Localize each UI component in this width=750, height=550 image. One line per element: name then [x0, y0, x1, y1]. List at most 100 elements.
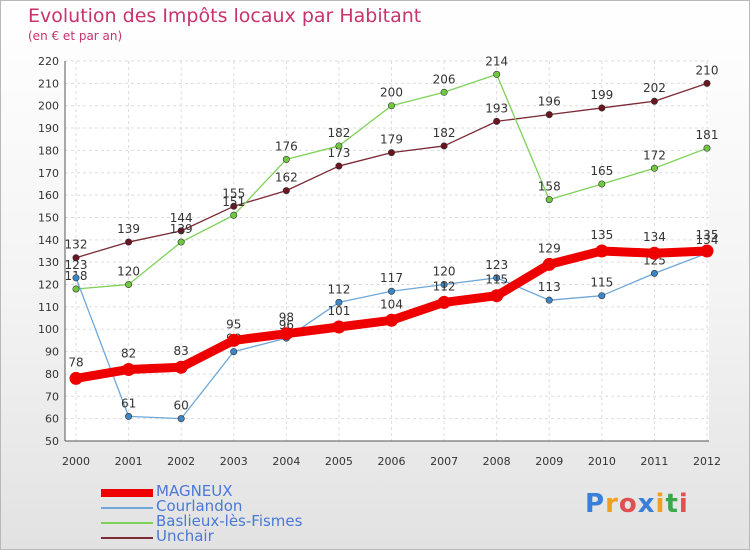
data-point — [700, 244, 714, 258]
data-point — [387, 102, 395, 110]
x-tick-label: 2003 — [220, 455, 248, 468]
y-tick-label: 120 — [38, 279, 59, 292]
data-label: 123 — [65, 258, 88, 272]
data-point — [282, 155, 290, 163]
data-point — [598, 180, 606, 188]
data-point — [598, 292, 606, 300]
y-tick-label: 130 — [38, 256, 59, 269]
data-point — [335, 298, 343, 306]
data-point — [440, 281, 448, 289]
data-label: 179 — [380, 133, 403, 147]
data-label: 182 — [433, 126, 456, 140]
data-label: 129 — [538, 241, 561, 255]
x-tick-label: 2009 — [535, 455, 563, 468]
data-label: 134 — [643, 230, 666, 244]
data-label: 155 — [222, 186, 245, 200]
data-point — [335, 162, 343, 170]
y-tick-label: 150 — [38, 211, 59, 224]
legend-label: Unchair — [156, 527, 214, 545]
data-label: 134 — [696, 233, 719, 247]
data-label: 214 — [485, 54, 508, 68]
logo-letter: x — [637, 489, 656, 519]
data-label: 151 — [222, 195, 245, 209]
data-label: 98 — [279, 311, 294, 325]
data-point — [598, 104, 606, 112]
logo-letter: t — [665, 489, 679, 519]
data-label: 61 — [121, 396, 136, 410]
data-label: 113 — [538, 280, 561, 294]
data-label: 199 — [590, 88, 613, 102]
x-tick-label: 2011 — [640, 455, 668, 468]
data-label: 112 — [433, 279, 456, 293]
data-label: 144 — [170, 211, 193, 225]
data-point — [650, 97, 658, 105]
y-tick-label: 90 — [45, 346, 59, 359]
y-tick-label: 60 — [45, 413, 59, 426]
data-label: 104 — [380, 297, 403, 311]
data-label: 135 — [696, 228, 719, 242]
x-tick-label: 2001 — [115, 455, 143, 468]
y-tick-label: 200 — [38, 100, 59, 113]
data-point — [72, 285, 80, 293]
data-point — [122, 362, 136, 376]
x-tick-label: 2002 — [167, 455, 195, 468]
x-tick-label: 2006 — [378, 455, 406, 468]
data-point — [545, 196, 553, 204]
data-point — [230, 348, 238, 356]
legend-label: Courlandon — [156, 497, 243, 515]
data-label: 172 — [643, 148, 666, 162]
data-label: 158 — [538, 180, 561, 194]
data-point — [177, 227, 185, 235]
data-label: 115 — [590, 276, 613, 290]
data-label: 60 — [174, 399, 189, 413]
data-label: 196 — [538, 95, 561, 109]
data-label: 176 — [275, 139, 298, 153]
data-label: 206 — [433, 72, 456, 86]
data-label: 173 — [327, 146, 350, 160]
x-tick-label: 2007 — [430, 455, 458, 468]
y-tick-label: 210 — [38, 77, 59, 90]
data-point — [440, 142, 448, 150]
data-point — [230, 202, 238, 210]
data-label: 117 — [380, 271, 403, 285]
data-point — [545, 296, 553, 304]
y-tick-label: 50 — [45, 435, 59, 448]
data-point — [703, 144, 711, 152]
y-tick-label: 220 — [38, 55, 59, 68]
data-label: 135 — [590, 228, 613, 242]
data-point — [177, 238, 185, 246]
data-point — [174, 360, 188, 374]
data-point — [387, 287, 395, 295]
data-label: 181 — [696, 128, 719, 142]
logo-letter: r — [605, 489, 619, 519]
y-tick-label: 80 — [45, 368, 59, 381]
data-point — [490, 289, 504, 303]
data-label: 83 — [174, 344, 189, 358]
data-point — [647, 246, 661, 260]
legend-swatch — [101, 537, 153, 539]
data-point — [125, 281, 133, 289]
data-point — [69, 371, 83, 385]
legend-swatch — [101, 507, 153, 509]
data-point — [125, 238, 133, 246]
data-label: 95 — [226, 317, 241, 331]
data-point — [650, 269, 658, 277]
data-point — [227, 333, 241, 347]
data-point — [125, 412, 133, 420]
data-label: 78 — [68, 355, 83, 369]
data-label: 200 — [380, 86, 403, 100]
data-point — [177, 415, 185, 423]
logo-letter: o — [618, 489, 638, 519]
y-tick-label: 100 — [38, 323, 59, 336]
logo-letter: P — [585, 489, 606, 519]
data-point — [72, 254, 80, 262]
chart-title: Evolution des Impôts locaux par Habitant — [28, 5, 422, 27]
data-label: 162 — [275, 171, 298, 185]
data-point — [230, 211, 238, 219]
x-tick-label: 2008 — [483, 455, 511, 468]
legend-label: MAGNEUX — [156, 482, 233, 500]
data-point — [282, 187, 290, 195]
data-label: 182 — [327, 126, 350, 140]
data-point — [650, 164, 658, 172]
y-tick-label: 160 — [38, 189, 59, 202]
